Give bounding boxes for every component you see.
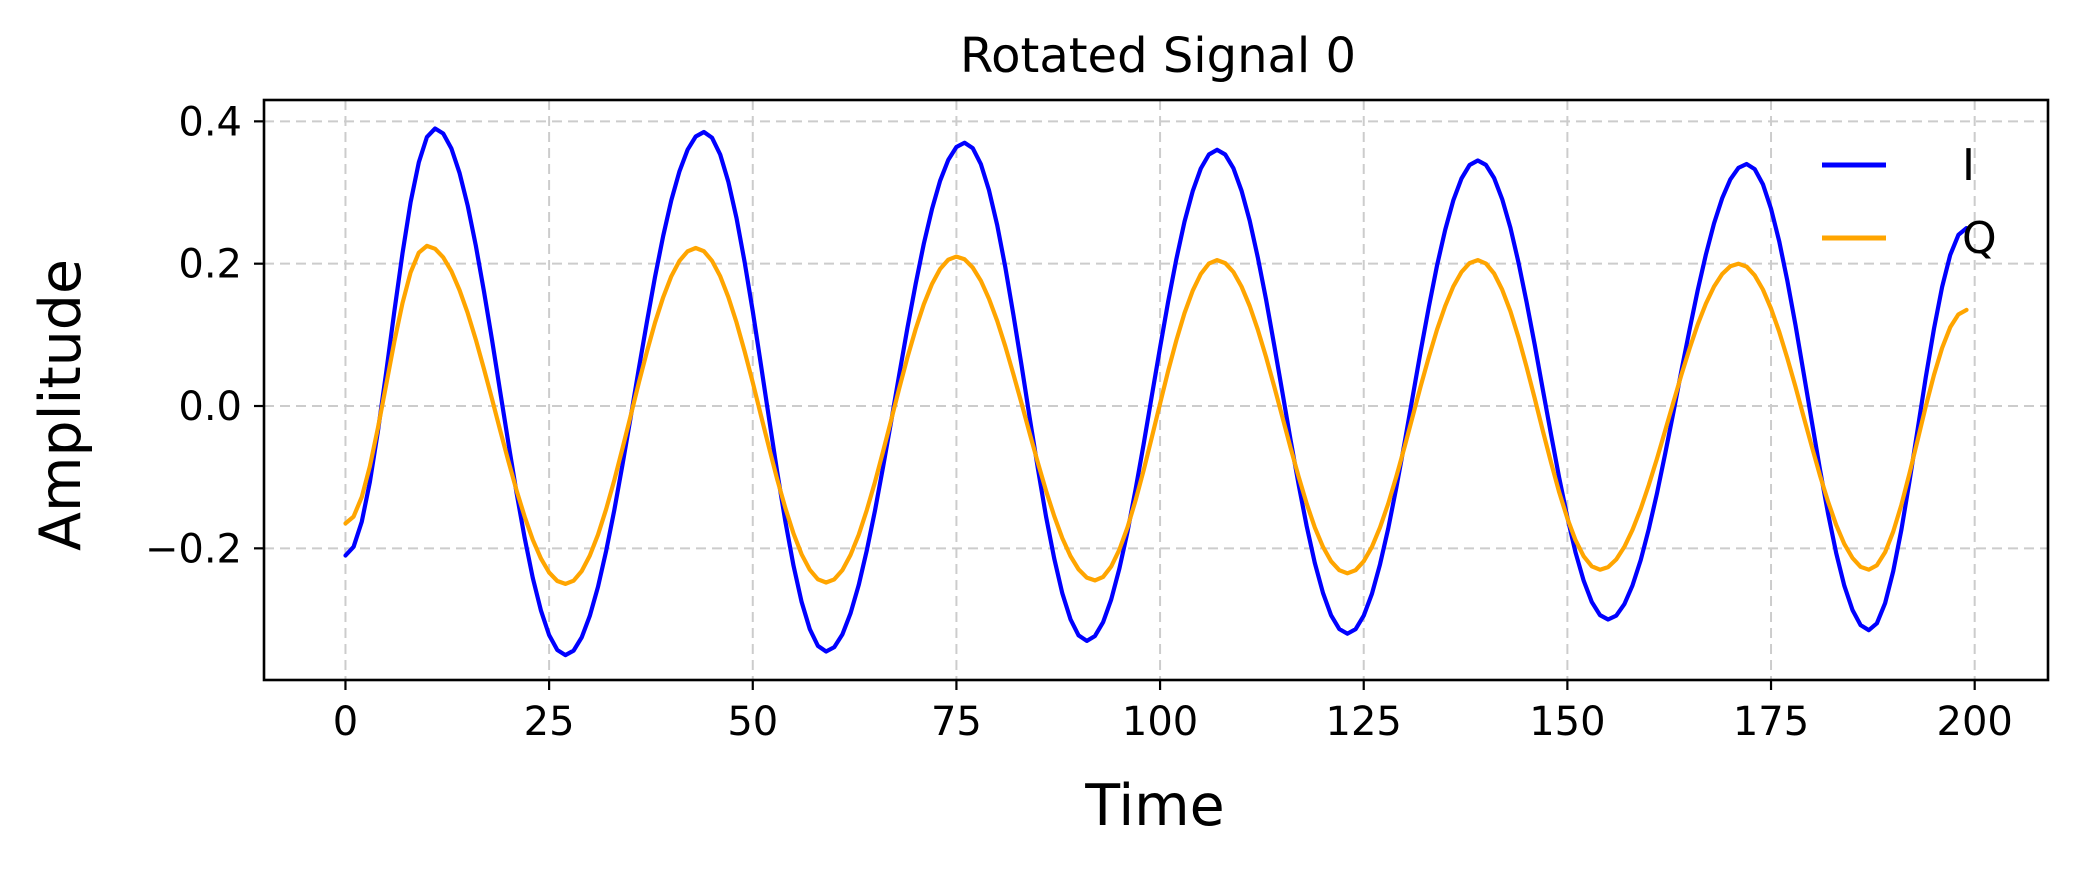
x-tick-label: 50	[727, 699, 778, 745]
x-tick-label: 200	[1937, 699, 2013, 745]
plot-frame	[262, 98, 2050, 682]
x-tick-label: 150	[1529, 699, 1605, 745]
y-tick-label: 0.0	[178, 384, 242, 430]
series-layer	[343, 126, 1969, 658]
y-tick-label: 0.4	[178, 99, 242, 145]
y-tick-label: −0.2	[145, 526, 242, 572]
series-line-q	[343, 243, 1969, 586]
chart-title: Rotated Signal 0	[960, 28, 1356, 84]
x-axis-label: Time	[1084, 773, 1225, 839]
legend-label-i: I	[1962, 140, 1975, 191]
tick-layer: 0 25 50 75 100 125 150 175 200 −0.2 0.0 0.2 0.4	[145, 99, 2013, 745]
y-axis-label: Amplitude	[28, 259, 94, 551]
x-tick-label: 125	[1326, 699, 1402, 745]
legend-label-q: Q	[1962, 213, 1997, 264]
legend: I Q	[1822, 140, 1997, 264]
series-line-i	[343, 126, 1969, 658]
x-tick-label: 100	[1122, 699, 1198, 745]
x-tick-label: 175	[1733, 699, 1809, 745]
x-tick-label: 0	[333, 699, 358, 745]
x-tick-label: 75	[931, 699, 982, 745]
y-tick-label: 0.2	[178, 242, 242, 288]
x-tick-label: 25	[524, 699, 575, 745]
